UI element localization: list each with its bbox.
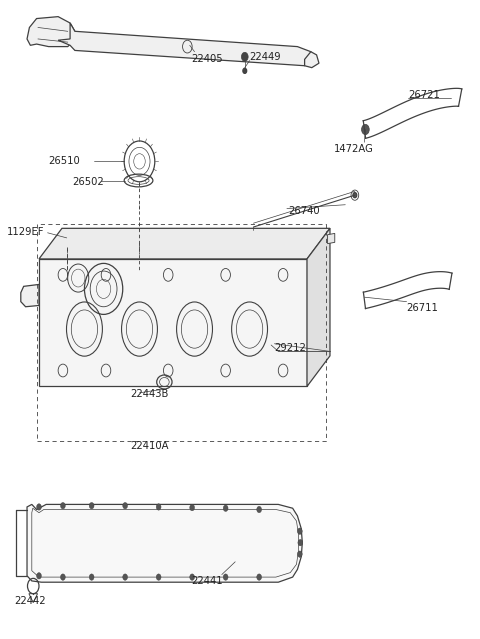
Circle shape [123,502,128,509]
Polygon shape [21,284,39,307]
Polygon shape [58,23,312,66]
Circle shape [257,574,262,580]
Circle shape [156,504,161,510]
Circle shape [223,574,228,580]
Circle shape [361,125,369,135]
Text: 26740: 26740 [288,206,320,216]
Polygon shape [27,504,302,582]
Circle shape [36,573,41,579]
Text: 22405: 22405 [191,54,223,65]
Text: 26502: 26502 [72,177,104,187]
Circle shape [36,504,41,510]
Text: 1472AG: 1472AG [334,144,374,153]
Text: 29212: 29212 [275,343,306,353]
Circle shape [241,52,248,61]
Circle shape [156,574,161,580]
Circle shape [353,192,357,197]
Text: 22441: 22441 [191,576,223,586]
Text: 22443B: 22443B [130,389,168,399]
Text: 26721: 26721 [408,90,440,100]
Circle shape [190,504,194,511]
Text: 22410A: 22410A [130,441,168,450]
Circle shape [190,574,194,580]
Text: 26510: 26510 [48,157,80,166]
Circle shape [223,505,228,511]
Circle shape [243,68,247,73]
Polygon shape [39,259,307,387]
Text: 26711: 26711 [407,303,438,313]
Circle shape [257,506,262,512]
Text: 22449: 22449 [250,52,281,62]
Circle shape [298,539,303,546]
Circle shape [298,528,302,534]
Circle shape [62,232,71,243]
Circle shape [89,502,94,509]
Polygon shape [27,17,75,47]
Polygon shape [39,228,330,259]
Circle shape [123,574,128,580]
Circle shape [298,551,302,557]
Text: 22442: 22442 [14,596,46,606]
Text: 1129EF: 1129EF [6,226,44,236]
Circle shape [89,574,94,580]
Polygon shape [327,233,335,243]
Polygon shape [307,228,330,387]
Circle shape [60,502,65,509]
Circle shape [60,574,65,580]
Polygon shape [305,52,319,68]
